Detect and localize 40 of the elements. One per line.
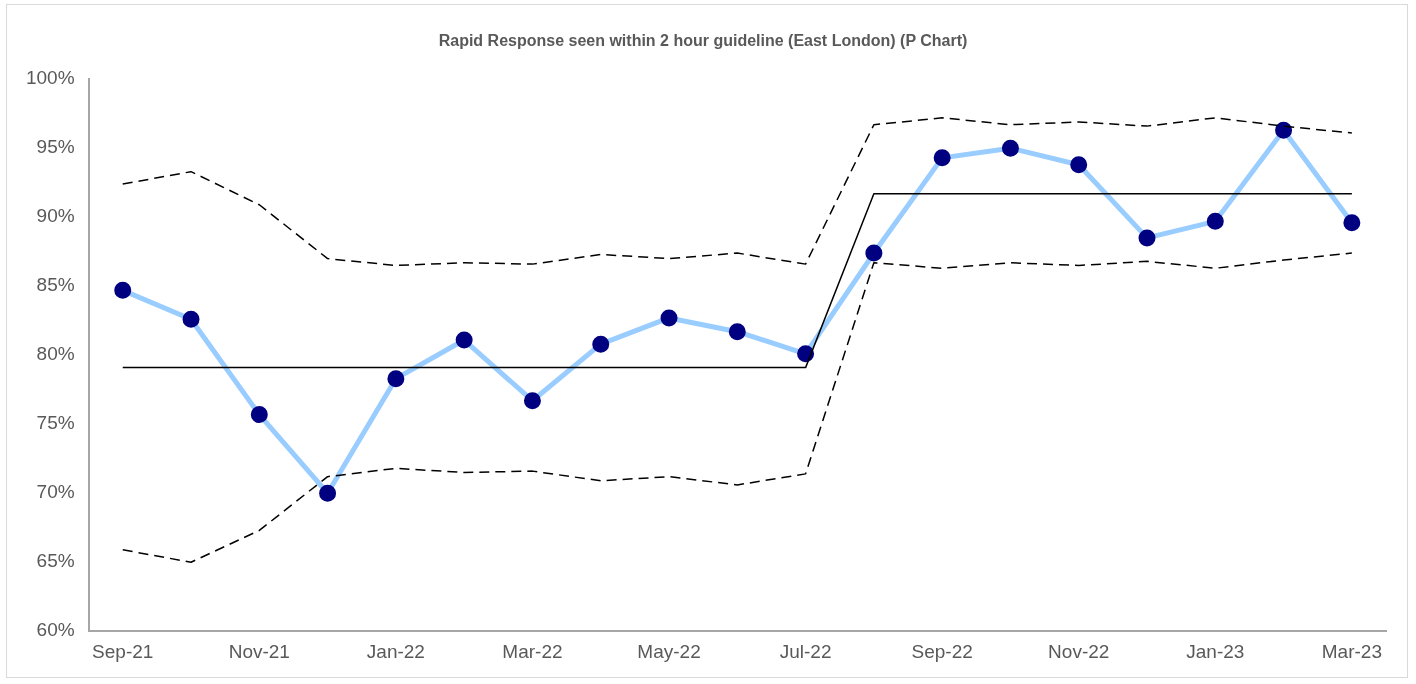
point: [592, 335, 610, 353]
point: [933, 149, 951, 167]
point: [1343, 214, 1361, 232]
point: [455, 331, 473, 349]
x-tick-label: Mar-23: [1321, 640, 1382, 662]
y-tick-label: 80%: [36, 343, 75, 365]
x-tick-label: Jan-23: [1186, 640, 1245, 662]
y-tick-label: 60%: [36, 619, 75, 641]
point: [1138, 229, 1156, 247]
y-tick-label: 75%: [36, 412, 75, 434]
point: [797, 345, 815, 363]
point: [250, 406, 268, 424]
y-tick-label: 65%: [36, 550, 75, 572]
point: [523, 392, 541, 410]
point: [182, 310, 200, 328]
point: [865, 244, 883, 262]
y-tick-label: 95%: [36, 136, 75, 158]
point: [1206, 212, 1224, 230]
x-tick-label: Nov-21: [228, 640, 290, 662]
x-tick-label: Sep-21: [92, 640, 154, 662]
x-tick-label: Jul-22: [779, 640, 832, 662]
x-tick-label: Mar-22: [502, 640, 563, 662]
point: [1070, 156, 1088, 174]
x-tick-label: May-22: [637, 640, 701, 662]
point: [728, 323, 746, 341]
y-tick-label: 90%: [36, 205, 75, 227]
point: [319, 484, 337, 502]
point: [114, 281, 132, 299]
y-tick-label: 100%: [25, 67, 75, 89]
point: [660, 309, 678, 327]
y-tick-label: 70%: [36, 481, 75, 503]
x-tick-label: Nov-22: [1048, 640, 1110, 662]
point: [387, 370, 405, 388]
chart-title: Rapid Response seen within 2 hour guideline (East London) (P Chart): [438, 32, 968, 50]
y-tick-label: 85%: [36, 274, 75, 296]
point: [1275, 121, 1293, 139]
x-tick-label: Jan-22: [366, 640, 425, 662]
x-tick-label: Sep-22: [911, 640, 973, 662]
line-series: [121, 117, 1353, 267]
point: [1001, 139, 1019, 157]
